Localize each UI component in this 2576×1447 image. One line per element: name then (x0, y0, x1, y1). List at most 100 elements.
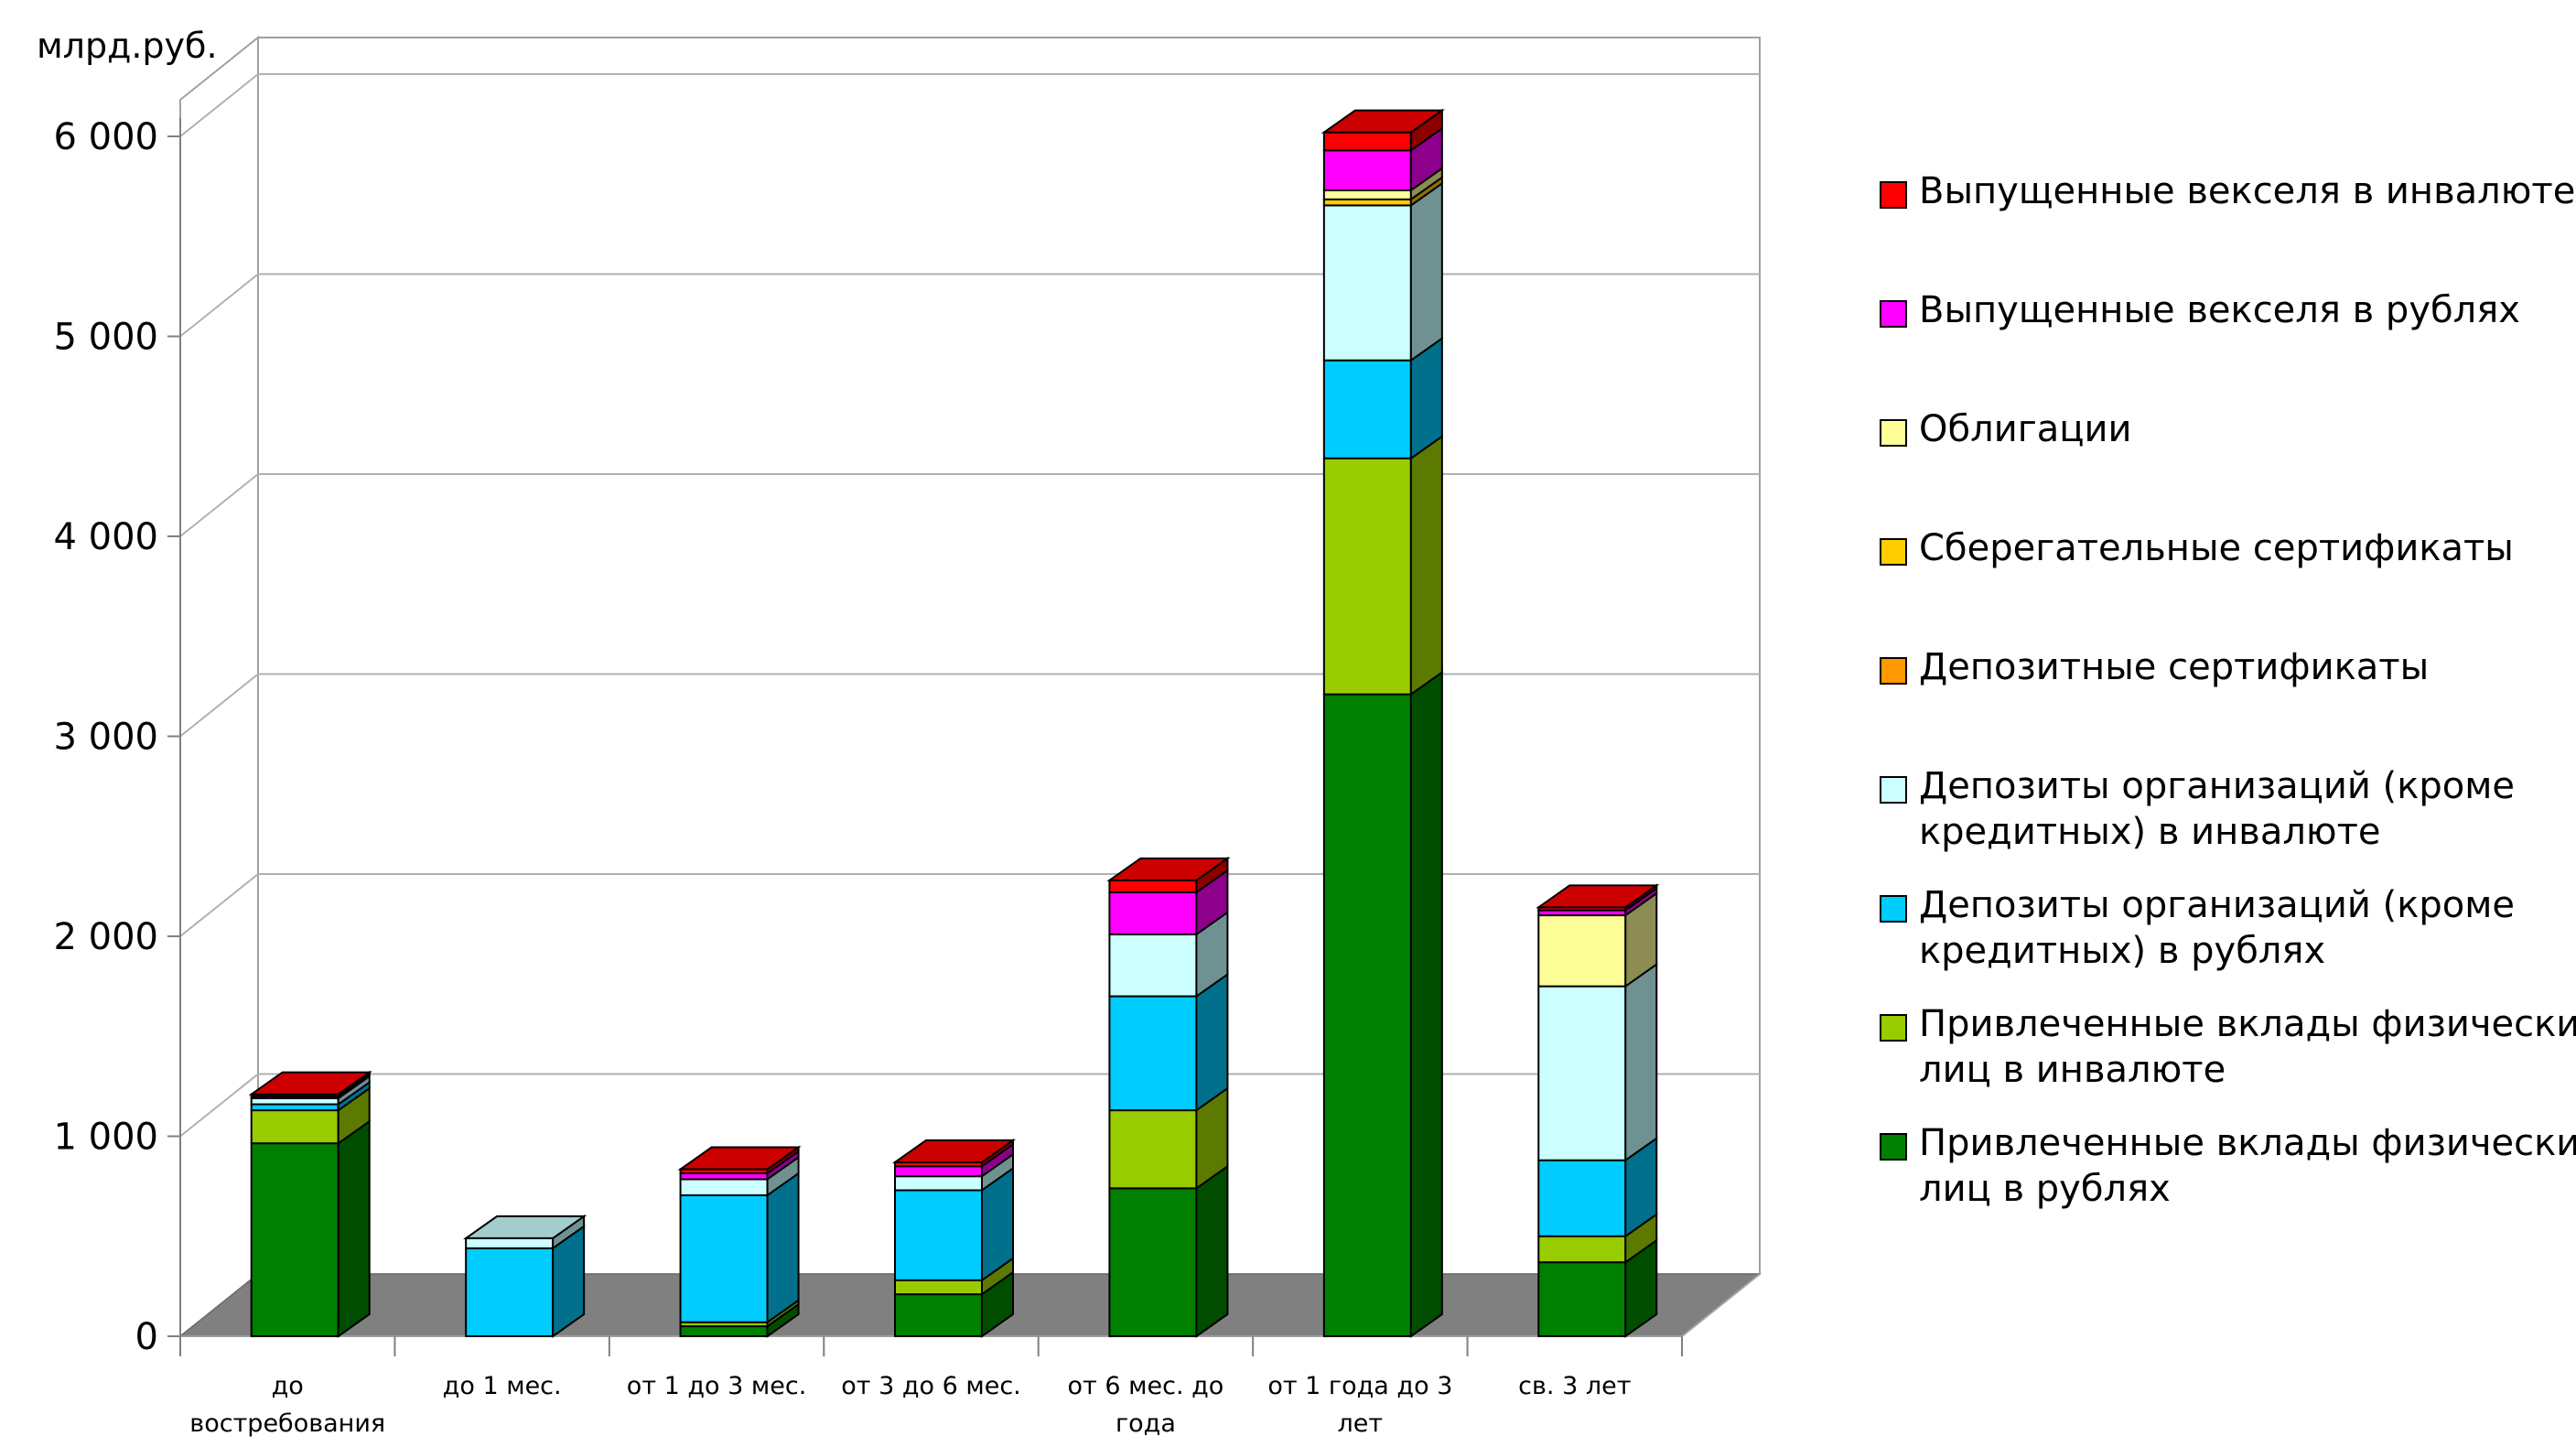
legend-swatch (1880, 181, 1907, 209)
bar-top (1536, 884, 1660, 909)
bar-segment (465, 1224, 586, 1338)
legend-label: кредитных) в рублях (1919, 930, 2325, 972)
bar-front (894, 1165, 983, 1178)
y-tick-label: 4 000 (53, 516, 158, 558)
bar-front (250, 1109, 340, 1145)
x-tick-label: от 1 до 3 мес. (627, 1372, 807, 1400)
bar-segment (894, 1256, 1014, 1297)
gridline (179, 873, 1760, 937)
bar-front (465, 1236, 555, 1249)
bar-segment (894, 1166, 1014, 1282)
bar-segment (1320, 108, 1446, 153)
bar-front (1322, 189, 1412, 200)
legend-label: Выпущенные векселя в инвалюте (1919, 170, 2575, 212)
legend-item: Выпущенные векселя в инвалюте (1880, 170, 2575, 212)
x-tick-label: от 3 до 6 мес. (841, 1372, 1021, 1400)
bar-segment (250, 1119, 371, 1338)
bars (248, 108, 1660, 1338)
bar-top (1106, 857, 1231, 881)
x-tick-label: св. 3 лет (1518, 1372, 1631, 1400)
bar-segment (1537, 891, 1658, 988)
gridline (179, 273, 1760, 338)
bar-side (1409, 181, 1443, 362)
y-tick-label: 6 000 (53, 116, 158, 158)
legend-label: лиц в инвалюте (1919, 1049, 2226, 1091)
bar-top (248, 1071, 372, 1096)
legend-label: кредитных) в инвалюте (1919, 811, 2381, 853)
legend-label: Привлеченные вклады физических (1919, 1003, 2576, 1045)
bar-front (1322, 457, 1412, 696)
bar-front (1322, 359, 1412, 459)
back-wall (257, 37, 1761, 1275)
bar-side (337, 1119, 371, 1338)
bar-front (894, 1189, 983, 1281)
bar-top (1320, 109, 1446, 134)
legend: Выпущенные векселя в инвалюте Выпущенные … (1880, 170, 2576, 1210)
legend-swatch (1880, 1133, 1907, 1161)
bar-segment (1322, 336, 1443, 460)
x-tick-label: до 1 мес. (443, 1372, 562, 1400)
bar-front (1108, 1109, 1198, 1190)
legend-swatch (1880, 657, 1907, 685)
bar-front (894, 1293, 983, 1337)
legend-swatch (1880, 419, 1907, 447)
bar-segment (1108, 1086, 1229, 1191)
bar-front (1108, 933, 1198, 998)
bar-side (1409, 670, 1443, 1338)
x-tick-label: до (272, 1372, 304, 1400)
legend-label: Выпущенные векселя в рублях (1919, 289, 2520, 331)
bar-side (1195, 972, 1229, 1113)
bar-front (894, 1175, 983, 1192)
legend-item: Облигации (1880, 408, 2131, 450)
bar-segment (1106, 856, 1231, 894)
legend-label: Депозитные сертификаты (1919, 646, 2429, 688)
bar-front (1322, 131, 1412, 152)
bar-front (894, 1279, 983, 1296)
y-tick-label: 0 (135, 1316, 158, 1358)
legend-label: Депозиты организаций (кроме (1919, 884, 2515, 926)
bar-segment (1108, 972, 1229, 1113)
bar-front (250, 1142, 340, 1337)
legend-label: лиц в рублях (1919, 1168, 2171, 1210)
bar-segment (248, 1070, 372, 1098)
bar-segment (1322, 181, 1443, 362)
bar-segment (894, 1152, 1014, 1193)
bar-top (462, 1215, 587, 1239)
bar-front (465, 1247, 555, 1337)
bar-segment (1322, 670, 1443, 1338)
bar-front (1322, 204, 1412, 362)
bar-front (1108, 995, 1198, 1112)
legend-swatch (1880, 538, 1907, 566)
y-tick-label: 5 000 (53, 317, 158, 359)
bar-front (679, 1193, 769, 1323)
legend-item: Депозитные сертификаты (1880, 646, 2429, 688)
legend-swatch (1880, 1014, 1907, 1042)
unit-label: млрд.руб. (37, 26, 218, 66)
bar-segment (679, 1172, 800, 1324)
bar-segment (1537, 1238, 1658, 1338)
bar-front (1537, 1235, 1627, 1264)
bar-side (766, 1172, 800, 1324)
bar-front (1108, 1187, 1198, 1338)
gridline (179, 673, 1760, 738)
x-tick-label: лет (1338, 1409, 1384, 1438)
legend-item: Выпущенные векселя в рублях (1880, 289, 2520, 331)
bar-front (1108, 891, 1198, 935)
gridline (179, 73, 1760, 137)
bar-segment (1108, 869, 1229, 936)
x-tick-label: востребования (189, 1409, 385, 1438)
bar-segment (1322, 434, 1443, 697)
x-tick-labels: до востребования до 1 мес. от 1 до 3 мес. от… (189, 1372, 1631, 1438)
bar-front (679, 1325, 769, 1337)
y-tick-labels: 0 1 000 2 000 3 000 4 000 5 000 6 000 (53, 116, 158, 1358)
legend-label: Сберегательные сертификаты (1919, 527, 2514, 569)
x-tick-label: года (1116, 1409, 1176, 1438)
legend-item: Сберегательные сертификаты (1880, 527, 2514, 569)
bar-segment (894, 1270, 1014, 1338)
bar-side (1409, 434, 1443, 697)
